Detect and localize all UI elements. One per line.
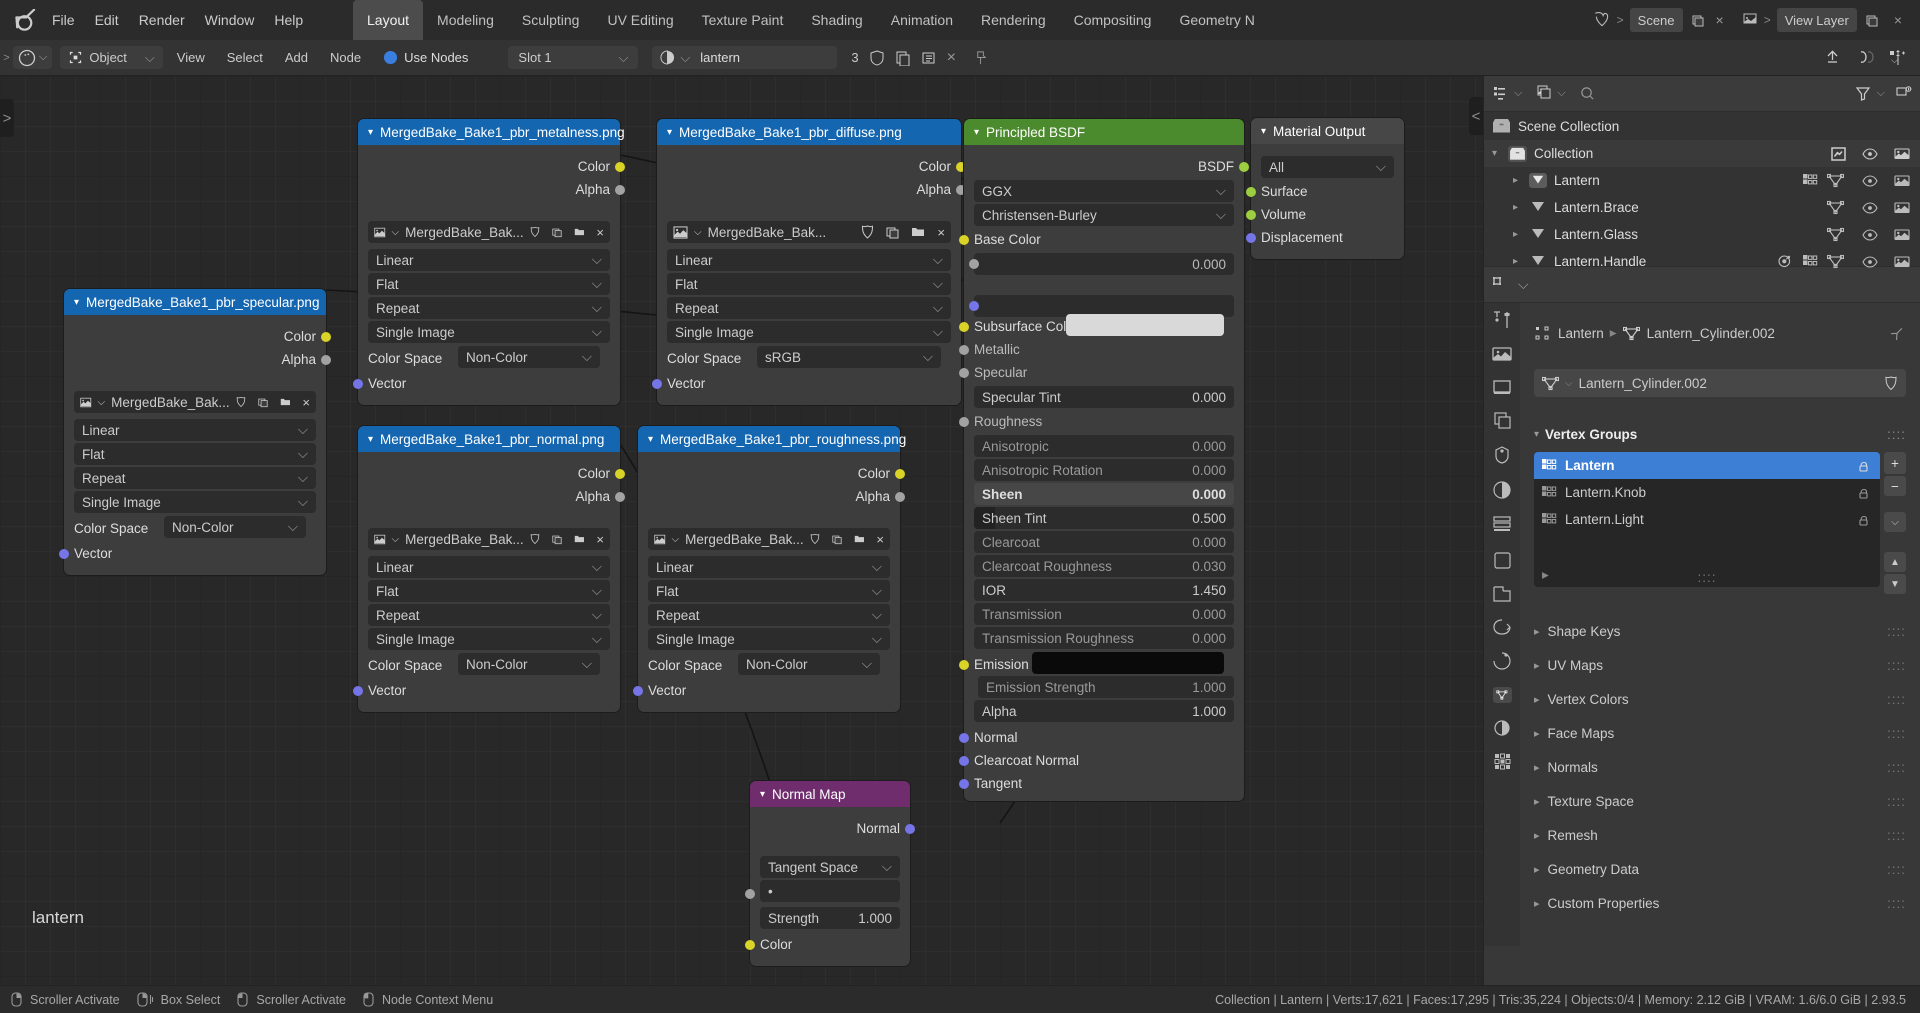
svg-text:⌵: ⌵	[1891, 55, 1898, 65]
